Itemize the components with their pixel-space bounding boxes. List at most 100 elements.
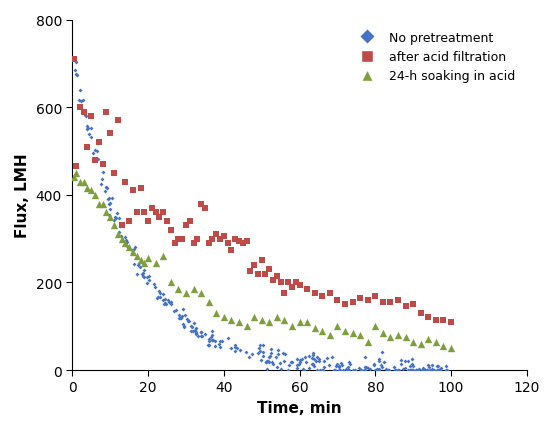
Point — [90, 157, 99, 164]
Point — [342, 366, 351, 373]
Point — [400, 358, 409, 365]
Point — [325, 290, 334, 297]
Point — [110, 214, 119, 221]
Point — [287, 323, 296, 330]
Point — [281, 351, 290, 358]
Point — [235, 238, 244, 245]
Point — [204, 341, 213, 348]
Point — [442, 363, 451, 370]
Point — [204, 299, 213, 306]
Point — [174, 315, 183, 322]
Point — [423, 367, 432, 374]
Point — [254, 350, 263, 357]
Point — [166, 299, 175, 306]
Point — [318, 367, 327, 374]
Point — [150, 284, 159, 291]
Point — [143, 274, 152, 281]
Point — [265, 353, 274, 360]
Point — [102, 109, 111, 116]
Point — [396, 361, 405, 368]
Point — [380, 359, 388, 366]
Point — [188, 323, 196, 330]
Point — [97, 181, 106, 187]
Point — [212, 310, 221, 317]
Point — [136, 185, 145, 192]
Point — [82, 114, 91, 120]
Point — [318, 327, 327, 334]
Point — [379, 329, 387, 336]
Point — [360, 354, 369, 361]
Point — [94, 156, 103, 163]
Point — [122, 239, 131, 246]
Point — [407, 367, 416, 374]
Point — [248, 351, 256, 358]
Point — [273, 363, 281, 370]
Point — [130, 246, 139, 253]
Point — [271, 353, 280, 360]
Point — [231, 236, 240, 243]
Point — [330, 367, 339, 374]
Point — [159, 209, 168, 216]
Point — [348, 299, 357, 306]
Point — [263, 366, 271, 372]
Point — [189, 328, 198, 335]
Point — [208, 337, 217, 344]
Point — [304, 353, 313, 359]
Point — [371, 292, 380, 299]
Point — [125, 244, 134, 251]
Point — [330, 367, 339, 374]
Point — [424, 336, 433, 343]
Point — [180, 324, 189, 331]
Point — [301, 359, 310, 366]
Point — [418, 364, 427, 371]
Point — [424, 363, 433, 370]
Point — [280, 290, 289, 297]
Point — [420, 366, 428, 373]
Point — [351, 367, 360, 374]
Point — [151, 260, 160, 267]
Point — [128, 247, 137, 254]
Point — [91, 147, 100, 154]
Point — [262, 359, 271, 366]
Point — [170, 240, 179, 247]
Point — [256, 342, 265, 349]
Point — [115, 223, 124, 230]
Point — [443, 367, 452, 374]
Point — [102, 209, 111, 216]
Point — [414, 367, 423, 374]
Point — [302, 286, 311, 293]
Point — [140, 209, 149, 216]
Point — [113, 231, 122, 238]
Point — [279, 350, 287, 357]
Point — [336, 359, 345, 366]
Point — [130, 244, 139, 251]
Point — [379, 299, 387, 306]
Point — [163, 296, 172, 303]
Point — [84, 131, 93, 138]
Point — [345, 367, 354, 374]
Point — [291, 280, 300, 286]
Point — [386, 299, 395, 306]
Point — [422, 367, 431, 374]
Point — [416, 310, 425, 317]
Point — [113, 117, 122, 124]
Point — [408, 367, 417, 374]
Point — [345, 361, 354, 368]
Point — [431, 316, 440, 323]
Point — [196, 329, 205, 335]
Point — [325, 362, 334, 369]
Point — [335, 363, 344, 370]
Point — [109, 170, 118, 177]
Point — [384, 367, 392, 374]
Point — [88, 150, 97, 157]
Point — [190, 326, 199, 333]
Point — [313, 366, 322, 373]
Y-axis label: Flux, LMH: Flux, LMH — [15, 153, 30, 237]
Point — [132, 209, 141, 216]
Point — [71, 72, 80, 79]
Point — [180, 312, 189, 319]
Point — [255, 345, 264, 352]
Point — [138, 270, 147, 277]
Point — [129, 187, 138, 194]
Point — [159, 253, 168, 260]
